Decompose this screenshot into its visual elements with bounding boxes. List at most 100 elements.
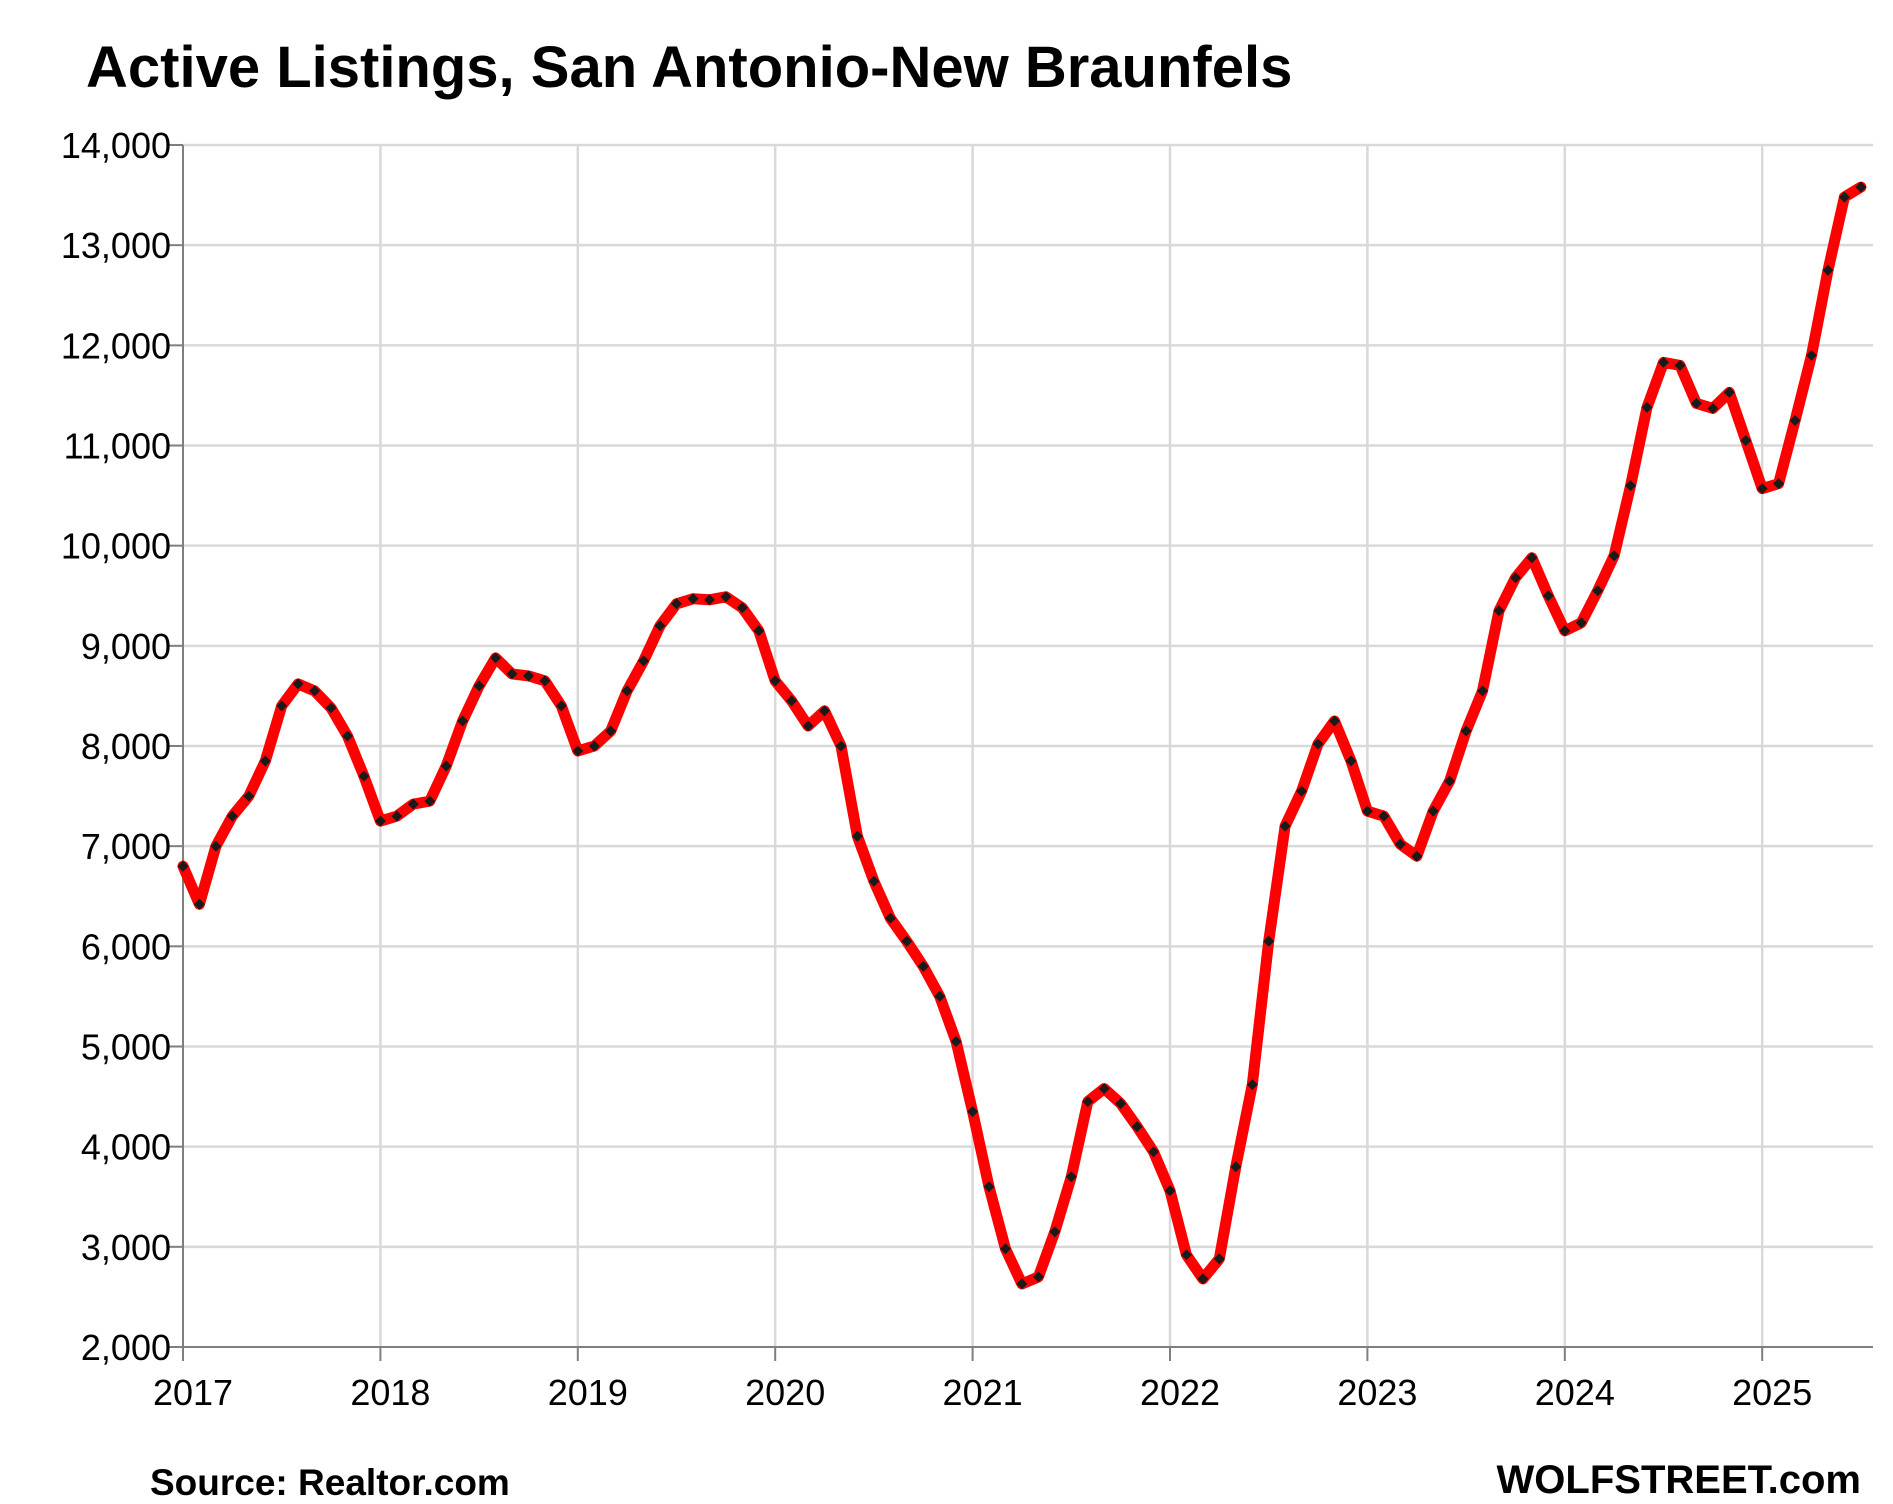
data-point (1213, 1253, 1225, 1265)
y-tick-label: 12,000 (61, 325, 171, 366)
data-point (1000, 1243, 1011, 1255)
data-point (1427, 805, 1439, 817)
data-point (1723, 386, 1735, 398)
data-point (490, 652, 502, 664)
data-point (1806, 349, 1817, 361)
data-point (1641, 401, 1653, 413)
data-point (884, 912, 896, 924)
data-point (1065, 1171, 1077, 1183)
data-point (1855, 181, 1867, 193)
data-point (1312, 738, 1324, 750)
data-point (1740, 435, 1752, 446)
data-point (572, 745, 584, 757)
data-point (769, 675, 781, 687)
data-point (555, 700, 567, 712)
y-tick-label: 2,000 (81, 1327, 171, 1368)
x-tick-label: 2017 (153, 1372, 233, 1413)
data-point (177, 860, 189, 872)
data-point (1559, 625, 1571, 637)
data-point (851, 830, 863, 842)
data-point (539, 675, 551, 687)
data-point (1345, 755, 1357, 767)
data-point (1098, 1083, 1110, 1095)
data-point (243, 790, 255, 802)
data-point (1773, 478, 1785, 490)
y-tick-label: 14,000 (61, 125, 171, 166)
data-point (1510, 572, 1521, 584)
data-point (325, 702, 337, 714)
data-point (1592, 585, 1604, 597)
data-point (1296, 785, 1308, 797)
data-point (753, 625, 765, 637)
data-point (1707, 402, 1719, 414)
data-point (1148, 1146, 1159, 1158)
x-tick-label: 2024 (1535, 1372, 1615, 1413)
axes (169, 144, 1873, 1361)
data-point (1822, 264, 1834, 276)
data-point (1526, 552, 1538, 564)
data-point (391, 810, 403, 822)
x-tick-label: 2021 (943, 1372, 1023, 1413)
data-point (1838, 191, 1850, 203)
data-point (1460, 725, 1472, 737)
data-point (309, 685, 321, 697)
data-point (1082, 1096, 1094, 1108)
y-tick-label: 9,000 (81, 626, 171, 667)
y-tick-label: 11,000 (64, 426, 171, 467)
data-point (1789, 415, 1801, 426)
data-point (835, 740, 847, 752)
source-label: Source: Realtor.com (150, 1462, 510, 1503)
y-tick-label: 5,000 (81, 1027, 171, 1068)
data-point (1394, 838, 1406, 850)
data-point (934, 990, 946, 1002)
data-point (703, 594, 715, 606)
data-point (1049, 1226, 1061, 1238)
x-tick-label: 2023 (1337, 1372, 1417, 1413)
data-point (917, 960, 929, 972)
data-point (193, 898, 205, 910)
data-point (1032, 1271, 1044, 1283)
data-point (1658, 356, 1669, 368)
y-tick-label: 8,000 (81, 726, 171, 767)
data-point (457, 715, 469, 727)
data-point (1016, 1278, 1028, 1290)
data-point (736, 602, 748, 614)
data-point (506, 668, 518, 680)
data-point (621, 685, 633, 697)
data-point (1361, 805, 1373, 817)
data-point (654, 620, 666, 632)
data-point (424, 795, 436, 807)
data-point (950, 1036, 962, 1047)
data-point (1411, 850, 1423, 862)
data-point (1246, 1079, 1258, 1091)
data-point (210, 840, 222, 852)
y-tick-label: 3,000 (81, 1227, 171, 1268)
data-point (1756, 483, 1768, 495)
data-point (440, 760, 452, 772)
data-point (1674, 359, 1686, 371)
data-point (407, 798, 419, 810)
x-tick-label: 2022 (1140, 1372, 1220, 1413)
data-point (1575, 617, 1587, 629)
data-point (276, 700, 288, 712)
data-point (259, 755, 271, 767)
data-point (786, 695, 798, 707)
y-tick-label: 10,000 (61, 526, 171, 567)
data-point (1493, 605, 1505, 617)
data-point (1164, 1185, 1176, 1197)
data-point (1180, 1249, 1192, 1261)
data-point (1197, 1273, 1209, 1285)
data-point (1444, 775, 1456, 787)
data-point (967, 1106, 979, 1118)
data-point (1542, 590, 1554, 602)
data-point (819, 705, 830, 717)
grid-lines (183, 143, 1873, 1347)
data-point (226, 810, 238, 822)
data-point (1378, 810, 1390, 822)
data-point (720, 591, 732, 603)
data-point (1608, 550, 1620, 562)
data-point (901, 935, 913, 947)
brand-label: WOLFSTREET.com (1496, 1458, 1861, 1502)
data-point (1131, 1121, 1143, 1133)
data-point (1115, 1098, 1127, 1110)
